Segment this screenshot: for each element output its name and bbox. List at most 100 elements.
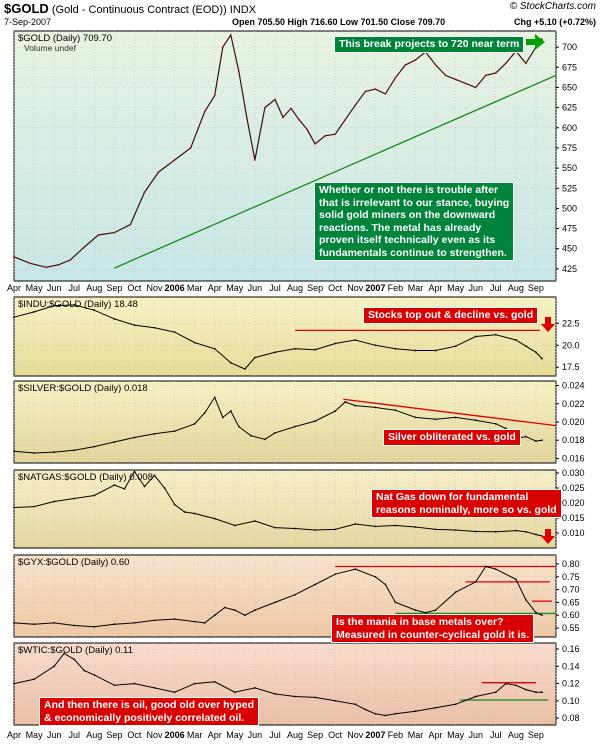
data-series-line — [13, 652, 542, 717]
x-tick-label: Apr — [208, 283, 222, 293]
data-point — [213, 614, 216, 617]
x-tick-label: Oct — [127, 730, 142, 740]
panel-title: $SILVER:$GOLD (Daily) 0.018 — [18, 383, 148, 394]
panel-title: $GOLD (Daily) 709.70 — [18, 33, 112, 44]
data-point — [541, 691, 543, 694]
data-point — [223, 606, 226, 609]
trendline-green — [114, 74, 557, 269]
y-tick-label: 0.10 — [562, 696, 580, 706]
gold-target-annotation: This break projects to 720 near term — [334, 36, 525, 53]
data-point — [535, 351, 537, 354]
x-tick-label: Nov — [147, 283, 164, 293]
chart-title: $GOLD (Gold - Continuous Contract (EOD))… — [4, 1, 256, 16]
data-point — [524, 435, 527, 438]
data-point — [73, 497, 76, 500]
data-point — [454, 345, 457, 348]
panel-subtitle: Volume undef — [24, 43, 77, 53]
x-tick-label: Oct — [328, 730, 343, 740]
gyx-annotation-line: Measured in counter-cyclical gold it is. — [336, 628, 530, 641]
y-tick-label: 0.55 — [562, 623, 580, 633]
data-point — [524, 62, 527, 65]
data-point — [541, 357, 543, 360]
data-point — [229, 361, 232, 364]
y-tick-label: 22.5 — [562, 318, 580, 328]
x-tick-label: Aug — [508, 730, 524, 740]
x-tick-label: May — [447, 283, 465, 293]
y-tick-label: 0.65 — [562, 597, 580, 607]
data-point — [229, 410, 232, 412]
data-point — [384, 583, 387, 586]
data-point — [384, 93, 387, 95]
data-point — [213, 396, 216, 399]
data-point — [334, 699, 337, 702]
data-point — [541, 614, 543, 617]
data-point — [444, 74, 447, 77]
y-tick-label: 450 — [562, 244, 577, 254]
x-tick-label: Mar — [187, 730, 203, 740]
x-tick-label: Apr — [429, 283, 443, 293]
right-arrow-icon — [526, 34, 545, 50]
x-tick-label: Feb — [388, 283, 404, 293]
gyx-annotation-line: Is the mania in base metals over? — [336, 616, 504, 628]
x-tick-label: Jul — [490, 730, 502, 740]
data-point — [133, 324, 136, 326]
data-point — [73, 624, 76, 627]
data-point — [414, 609, 417, 611]
data-point — [253, 520, 256, 522]
data-point — [514, 578, 517, 581]
data-point — [13, 622, 15, 624]
y-tick-label: 0.12 — [562, 679, 580, 689]
data-point — [294, 527, 296, 530]
data-point — [374, 712, 377, 715]
x-tick-label: Nov — [347, 283, 364, 293]
data-point — [123, 488, 126, 490]
data-point — [183, 511, 186, 513]
data-point — [334, 573, 337, 576]
gold-comment-line: Whether or not there is trouble after — [319, 184, 499, 196]
data-point — [93, 309, 96, 312]
data-point — [354, 568, 357, 570]
x-tick-label: 2006 — [165, 730, 185, 740]
x-tick-label: Jul — [269, 730, 281, 740]
data-point — [364, 708, 367, 711]
x-tick-label: Apr — [7, 730, 21, 740]
y-tick-label: 0.030 — [562, 468, 585, 478]
data-point — [133, 682, 136, 685]
y-tick-label: 600 — [562, 123, 577, 133]
data-point — [233, 609, 236, 611]
data-point — [33, 678, 35, 681]
x-tick-label: Aug — [287, 730, 303, 740]
data-point — [414, 526, 417, 528]
x-tick-label: Oct — [127, 283, 142, 293]
data-point — [83, 669, 86, 672]
x-tick-label: Sep — [528, 730, 544, 740]
data-point — [153, 326, 156, 329]
data-point — [113, 684, 116, 687]
y-tick-label: 0.70 — [562, 585, 580, 595]
data-point — [344, 118, 347, 121]
data-point — [294, 425, 296, 428]
data-point — [434, 609, 437, 611]
data-series-line — [13, 304, 543, 370]
data-point — [249, 434, 252, 437]
data-point — [494, 568, 497, 570]
x-tick-label: Jun — [468, 730, 483, 740]
x-tick-label: Feb — [388, 730, 404, 740]
data-point — [97, 234, 100, 236]
data-point — [73, 449, 76, 452]
data-point — [514, 684, 517, 687]
data-point — [237, 425, 240, 428]
data-point — [414, 416, 417, 419]
data-point — [434, 349, 437, 352]
data-point — [354, 523, 357, 525]
data-point — [484, 74, 487, 77]
data-point — [29, 262, 31, 265]
data-point — [474, 419, 477, 422]
data-point — [143, 191, 146, 194]
y-tick-label: 0.14 — [562, 661, 580, 671]
x-tick-label: Sep — [106, 730, 122, 740]
data-point — [424, 611, 427, 614]
data-point — [334, 410, 337, 412]
data-point — [13, 316, 15, 319]
